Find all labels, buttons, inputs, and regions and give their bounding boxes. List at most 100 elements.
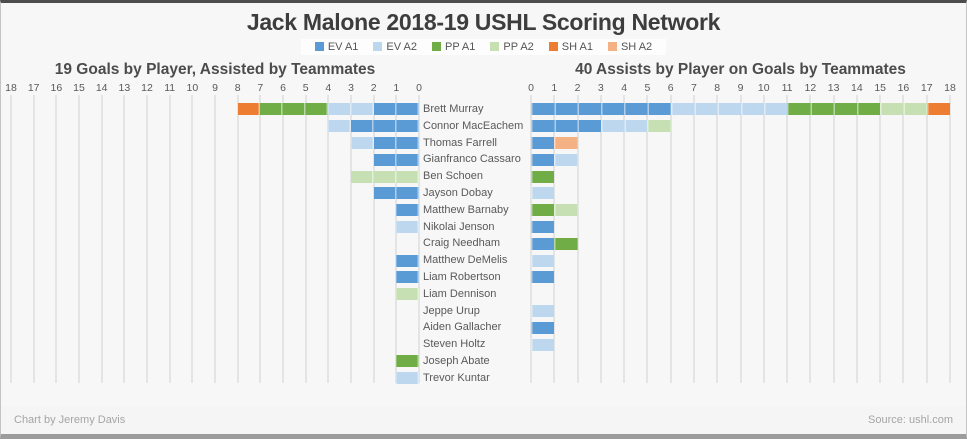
bar-rows	[11, 101, 419, 387]
bar-segment	[647, 120, 671, 133]
goals-chart-axis: 18 17 16 15 14 13 12 11 10 9 8 7 6 5 4 3 2 1 0	[5, 82, 422, 95]
bar-row	[11, 202, 419, 219]
bar-row	[11, 319, 419, 336]
axis-tick-label: 12	[141, 82, 153, 94]
assists-chart-axis: 0 1 2 3 4 5 6 7 8 9 10 11 12 13 14 15 16 17 18	[528, 82, 956, 95]
bar-row	[531, 303, 950, 320]
grid-line	[259, 95, 262, 383]
axis-tick-label: 13	[827, 82, 840, 94]
bar-segment	[531, 170, 555, 183]
bar-row	[11, 353, 419, 370]
bar-segment	[531, 187, 555, 200]
axis-tick-label: 6	[280, 82, 286, 94]
axis-tick-label: 2	[370, 82, 377, 94]
bar-row	[11, 135, 419, 152]
grid-line	[599, 95, 602, 383]
grid-line	[281, 95, 284, 383]
player-name: Trevor Kuntar	[423, 371, 490, 384]
bar-segment	[396, 204, 419, 217]
bar-row	[531, 235, 950, 252]
bar-segment	[531, 271, 555, 284]
bar-segment	[351, 120, 419, 133]
bar-row	[11, 185, 419, 202]
grid-line	[77, 95, 80, 383]
bar-row	[531, 118, 950, 135]
axis-tick-label: 11	[164, 82, 176, 94]
grid-line	[739, 95, 742, 383]
bar-row	[531, 101, 950, 118]
legend-swatch	[490, 42, 500, 51]
player-name: Jeppe Urup	[423, 304, 480, 317]
bar-row	[11, 269, 419, 286]
legend-label: EV A1	[327, 40, 359, 53]
axis-tick-label: 5	[644, 82, 651, 94]
bar-segment	[396, 372, 419, 385]
axis-tick-label: 0	[528, 82, 534, 94]
bar-segment	[328, 120, 352, 133]
axis-tick-label: 4	[621, 82, 628, 94]
bar-row	[531, 370, 950, 387]
bar-row	[11, 118, 419, 135]
legend-item: SH A2	[607, 40, 653, 53]
grid-line	[576, 95, 579, 383]
grid-line	[350, 95, 352, 383]
grid-line	[327, 95, 330, 383]
bar-row	[11, 336, 419, 353]
axis-tick-label: 10	[757, 82, 770, 94]
bar-row	[11, 101, 419, 118]
axis-tick-label: 14	[851, 82, 863, 94]
player-name: Jayson Dobay	[423, 186, 493, 199]
assists-chart: 40 Assists by Player on Goals by Teammat…	[528, 60, 956, 389]
bar-segment	[396, 271, 419, 284]
axis-tick-label: 3	[348, 82, 354, 94]
player-name: Connor MacEachem	[423, 119, 524, 132]
bar-rows	[531, 101, 950, 387]
grid-line	[100, 95, 103, 383]
player-name: Brett Murray	[423, 103, 484, 115]
bar-row	[11, 286, 419, 303]
legend-swatch	[314, 42, 324, 51]
grid-line	[304, 95, 307, 383]
bar-segment	[531, 254, 555, 267]
axis-tick-label: 0	[416, 82, 422, 94]
chart-title: Jack Malone 2018-19 USHL Scoring Network	[246, 9, 721, 35]
player-names: Brett Murray Connor MacEachem Thomas Farre…	[419, 60, 531, 389]
bar-segment	[351, 136, 374, 149]
grid-line	[832, 95, 835, 383]
bar-row	[11, 303, 419, 320]
axis-tick-label: 12	[804, 82, 817, 94]
bar-segment	[554, 204, 578, 217]
axis-tick-label: 14	[95, 82, 108, 94]
grid-line	[902, 95, 905, 383]
bar-segment	[600, 120, 648, 133]
grid-line	[214, 95, 216, 383]
bar-segment	[260, 103, 329, 116]
player-name: Liam Robertson	[423, 270, 501, 283]
grid-line	[55, 95, 58, 383]
axis-tick-label: 10	[186, 82, 199, 94]
bar-segment	[328, 103, 374, 116]
bar-segment	[373, 136, 419, 149]
legend-item: PP A2	[490, 41, 534, 53]
bar-segment	[880, 103, 927, 116]
grid-line	[855, 95, 858, 383]
player-name: Joseph Abate	[423, 354, 490, 367]
grid-line	[168, 95, 171, 383]
axis-tick-label: 18	[5, 82, 17, 94]
player-name: Aiden Gallacher	[423, 321, 502, 334]
bar-row	[531, 151, 950, 168]
footer-source: Source: ushl.com	[868, 414, 953, 426]
legend-item: PP A1	[432, 41, 475, 53]
grid-line	[145, 95, 148, 383]
legend-item: EV A1	[314, 40, 359, 53]
grid-line	[646, 95, 649, 383]
legend-label: SH A2	[620, 40, 653, 53]
bar-row	[531, 269, 950, 286]
axis-tick-label: 8	[714, 82, 721, 94]
axis-tick-label: 4	[325, 82, 332, 94]
player-name: Nikolai Jenson	[423, 220, 495, 233]
player-name: Gianfranco Cassaro	[423, 153, 521, 166]
bar-segment	[531, 204, 555, 217]
legend-label: PP A1	[445, 40, 476, 53]
player-name: Craig Needham	[423, 237, 501, 250]
